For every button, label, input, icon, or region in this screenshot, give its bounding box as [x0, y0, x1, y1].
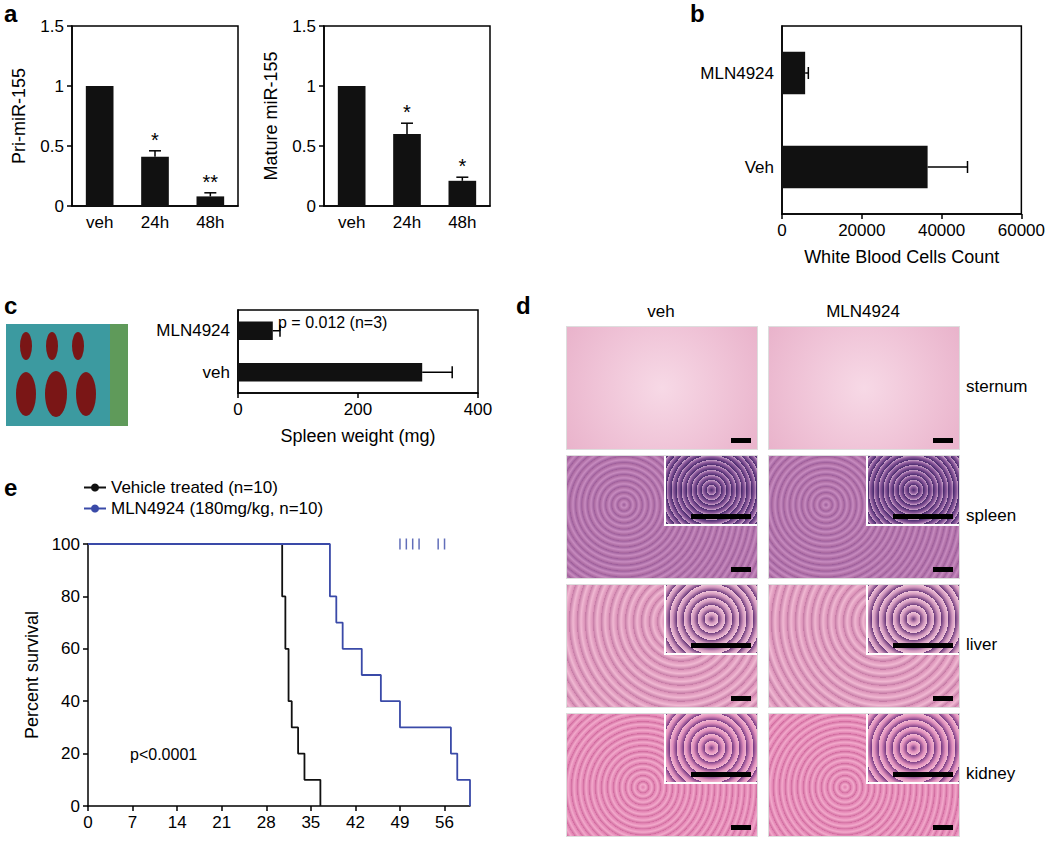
svg-text:0: 0	[71, 797, 80, 816]
svg-text:28: 28	[257, 813, 276, 832]
svg-text:56: 56	[435, 813, 454, 832]
svg-text:Spleen weight (mg): Spleen weight (mg)	[280, 426, 435, 446]
svg-text:42: 42	[346, 813, 365, 832]
html-text:liver: liver	[966, 635, 998, 654]
svg-text:*: *	[403, 101, 411, 123]
svg-text:Percent survival: Percent survival	[22, 611, 42, 739]
svg-text:Pri-miR-155: Pri-miR-155	[9, 68, 29, 164]
svg-text:0: 0	[55, 197, 64, 216]
html-text:c: c	[4, 292, 18, 319]
svg-text:0: 0	[777, 221, 786, 240]
svg-text:MLN4924 (180mg/kg, n=10): MLN4924 (180mg/kg, n=10)	[111, 499, 323, 518]
svg-text:p = 0.012 (n=3): p = 0.012 (n=3)	[278, 314, 387, 331]
svg-text:p<0.0001: p<0.0001	[130, 746, 197, 763]
svg-text:*: *	[458, 155, 466, 177]
html-text:veh: veh	[647, 302, 675, 321]
svg-text:100: 100	[52, 535, 80, 554]
svg-text:60: 60	[61, 639, 80, 658]
svg-text:1.5: 1.5	[292, 17, 316, 36]
svg-text:48h: 48h	[196, 213, 224, 232]
html-text:spleen: spleen	[966, 506, 1017, 525]
svg-text:0.5: 0.5	[40, 137, 64, 156]
svg-text:14: 14	[168, 813, 187, 832]
html-text:b: b	[690, 0, 705, 27]
svg-text:24h: 24h	[141, 213, 169, 232]
svg-text:**: **	[203, 171, 219, 193]
svg-text:Mature miR-155: Mature miR-155	[261, 51, 281, 180]
html-text:MLN4924: MLN4924	[826, 302, 900, 321]
svg-text:48h: 48h	[448, 213, 476, 232]
svg-text:Vehicle treated (n=10): Vehicle treated (n=10)	[111, 478, 278, 497]
svg-text:0: 0	[233, 400, 242, 419]
html-text:d: d	[516, 292, 531, 319]
svg-text:MLN4924: MLN4924	[700, 64, 774, 83]
svg-text:0: 0	[83, 813, 92, 832]
svg-text:*: *	[151, 129, 159, 151]
svg-text:200: 200	[344, 400, 372, 419]
html-text:a: a	[4, 0, 18, 27]
svg-text:7: 7	[128, 813, 137, 832]
svg-text:60000: 60000	[998, 221, 1045, 240]
svg-text:0.5: 0.5	[292, 137, 316, 156]
svg-text:veh: veh	[86, 213, 113, 232]
html-text:kidney: kidney	[966, 764, 1016, 783]
svg-text:1.5: 1.5	[40, 17, 64, 36]
svg-text:24h: 24h	[393, 213, 421, 232]
svg-text:1: 1	[55, 77, 64, 96]
svg-text:21: 21	[212, 813, 231, 832]
svg-text:veh: veh	[338, 213, 365, 232]
svg-text:40: 40	[61, 692, 80, 711]
svg-text:35: 35	[301, 813, 320, 832]
svg-text:MLN4924: MLN4924	[156, 321, 230, 340]
svg-text:1: 1	[307, 77, 316, 96]
html-text:sternum: sternum	[966, 377, 1028, 396]
svg-text:Veh: Veh	[745, 158, 774, 177]
svg-text:80: 80	[61, 587, 80, 606]
svg-text:20000: 20000	[838, 221, 885, 240]
svg-text:0: 0	[307, 197, 316, 216]
svg-text:40000: 40000	[918, 221, 965, 240]
svg-text:49: 49	[391, 813, 410, 832]
svg-text:400: 400	[464, 400, 492, 419]
svg-text:20: 20	[61, 744, 80, 763]
html-text:e: e	[4, 474, 18, 501]
svg-text:White Blood Cells Count: White Blood Cells Count	[804, 247, 999, 267]
svg-text:veh: veh	[203, 363, 230, 382]
